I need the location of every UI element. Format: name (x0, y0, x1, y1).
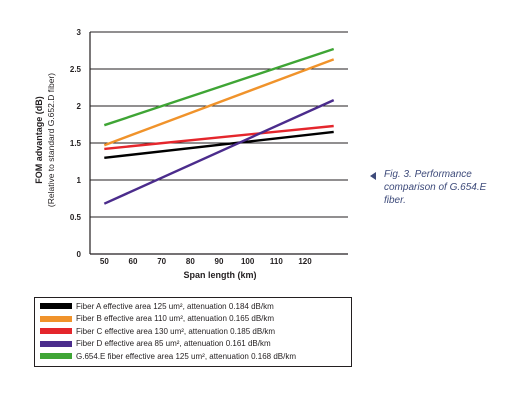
y-tick-label: 3 (77, 28, 82, 37)
x-tick-label: 50 (100, 257, 109, 266)
x-tick-label: 80 (186, 257, 195, 266)
x-tick-label: 60 (129, 257, 138, 266)
x-tick-label: 70 (157, 257, 166, 266)
legend-label: G.654.E fiber effective area 125 um², at… (76, 351, 296, 361)
x-axis-title: Span length (km) (183, 270, 256, 280)
x-tick-label: 120 (298, 257, 312, 266)
legend-swatch (40, 315, 72, 322)
legend-swatch (40, 328, 72, 335)
axes (89, 32, 348, 255)
legend-label: Fiber C effective area 130 um², attenuat… (76, 326, 276, 336)
y-tick-label: 1 (77, 176, 82, 185)
series-line-2 (103, 58, 335, 147)
x-tick-label: 90 (215, 257, 224, 266)
series-line-5 (103, 47, 335, 127)
y-tick-label: 0 (77, 250, 82, 259)
data-series (103, 47, 335, 205)
y-axis-title: FOM advantage (dB) (34, 96, 44, 184)
legend-label: Fiber A effective area 125 um², attenuat… (76, 301, 274, 311)
legend-item: Fiber D effective area 85 um², attenuati… (40, 338, 351, 351)
y-tick-label: 2 (77, 102, 82, 111)
legend-swatch (40, 353, 72, 360)
legend-label: Fiber D effective area 85 um², attenuati… (76, 339, 271, 349)
y-tick-label: 2.5 (70, 65, 82, 74)
legend-item: G.654.E fiber effective area 125 um², at… (40, 350, 351, 363)
x-tick-label: 110 (270, 257, 283, 266)
series-line-1 (104, 130, 334, 159)
legend-item: Fiber C effective area 130 um², attenuat… (40, 325, 351, 338)
legend-label: Fiber B effective area 110 um², attenuat… (76, 314, 275, 324)
y-tick-label: 0.5 (70, 213, 82, 222)
x-tick-label: 100 (241, 257, 255, 266)
legend-swatch (40, 340, 72, 347)
legend-item: Fiber B effective area 110 um², attenuat… (40, 313, 351, 326)
line-chart: 0 0.5 1 1.5 2 2.5 3 50 60 70 80 90 100 110 120 Span le… (34, 28, 348, 280)
y-axis-subtitle: (Relative to standard G.652.D fiber) (46, 73, 56, 207)
legend-swatch (40, 303, 72, 310)
series-line-3 (104, 124, 334, 151)
chart-legend: Fiber A effective area 125 um², attenuat… (34, 297, 352, 367)
y-tick-label: 1.5 (70, 139, 82, 148)
caption-arrow-icon (370, 172, 376, 180)
series-line-4 (103, 99, 335, 205)
grid-lines (90, 31, 348, 218)
tick-labels: 0 0.5 1 1.5 2 2.5 3 50 60 70 80 90 100 110 120 (70, 28, 312, 266)
legend-item: Fiber A effective area 125 um², attenuat… (40, 300, 351, 313)
caption-text: Fig. 3. Performance comparison of G.654.… (384, 169, 487, 206)
figure-caption: Fig. 3. Performance comparison of G.654.… (370, 168, 520, 207)
